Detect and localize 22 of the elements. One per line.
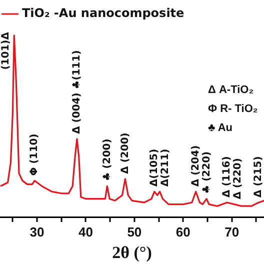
legend-label: TiO₂ -Au nanocomposite bbox=[22, 6, 184, 20]
x-axis-title: 2θ (°) bbox=[112, 243, 152, 262]
annotation: ♣ (200) bbox=[102, 138, 113, 182]
annotation: Δ (215) bbox=[253, 156, 264, 198]
x-tick-label: 60 bbox=[176, 224, 190, 240]
x-tick-label: 40 bbox=[78, 224, 93, 240]
annotation: Δ (220) bbox=[232, 158, 244, 200]
annotation: Φ R- TiO₂ bbox=[208, 103, 258, 116]
annotation: Δ (004) ♣(111) bbox=[72, 50, 83, 134]
annotation: Δ(105) bbox=[149, 148, 160, 187]
x-tick-label: 70 bbox=[224, 224, 240, 240]
x-tick-label: 30 bbox=[30, 224, 44, 240]
annotation: Δ (204) bbox=[190, 145, 202, 187]
annotation: Φ (110) bbox=[29, 134, 40, 176]
annotation: Δ(211) bbox=[160, 148, 171, 187]
annotation: (101)Δ bbox=[0, 32, 12, 70]
annotation: Δ A-TiO₂ bbox=[208, 84, 254, 96]
annotation: Δ (116) bbox=[222, 156, 233, 198]
annotation: ♣ (220) bbox=[201, 151, 212, 194]
annotation: Δ (200) bbox=[120, 132, 131, 174]
x-tick-label: 50 bbox=[127, 224, 142, 240]
annotation: ♣ Au bbox=[208, 122, 233, 134]
